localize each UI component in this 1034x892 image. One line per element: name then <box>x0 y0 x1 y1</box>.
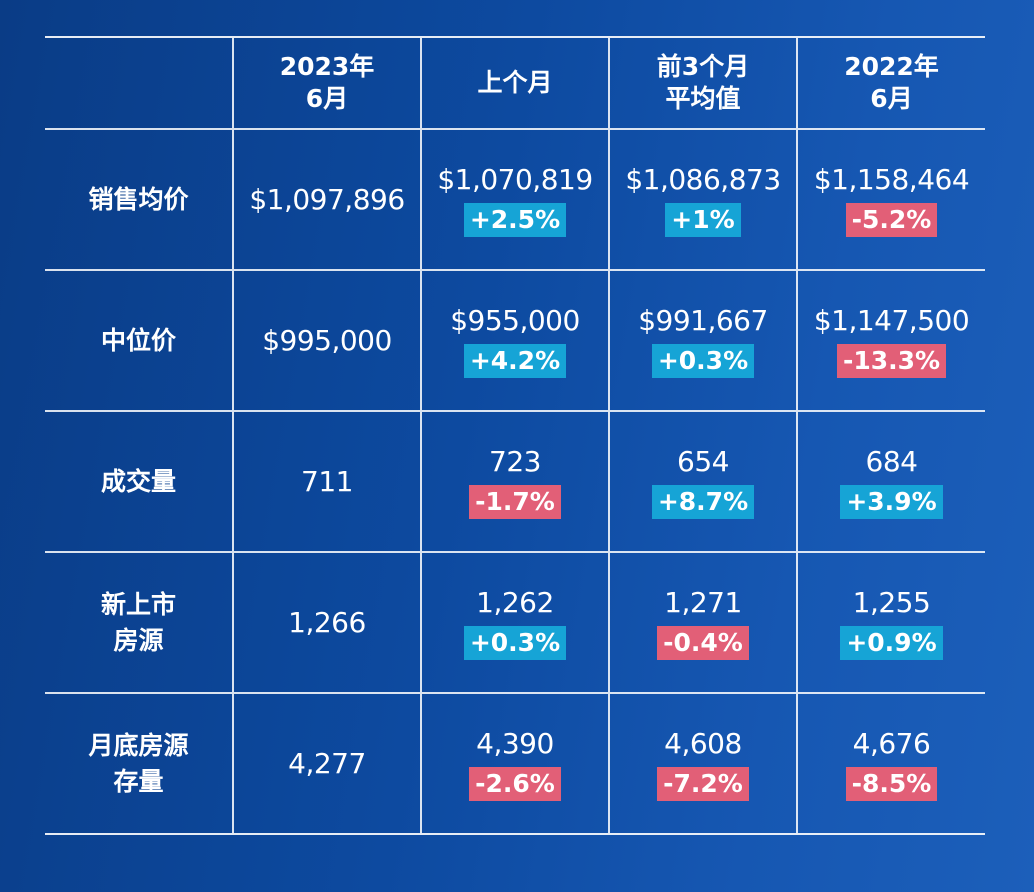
comparison-cell: 4,390 -2.6% <box>420 692 609 835</box>
header-same-month-last-year: 2022年 6月 <box>796 36 985 129</box>
market-stats-table-wrapper: 2023年 6月 上个月 前3个月 平均值 2022年 6月 销售均价 $1,0… <box>45 36 985 835</box>
row-label-cell: 销售均价 <box>45 128 233 270</box>
current-value-cell: $1,097,896 <box>232 128 421 270</box>
comparison-cell: $1,086,873 +1% <box>608 128 797 270</box>
comparison-value: $1,086,873 <box>625 162 781 196</box>
comparison-value: 1,255 <box>852 585 931 619</box>
change-badge: -0.4% <box>657 625 749 660</box>
row-label-cell: 新上市 房源 <box>45 551 233 693</box>
change-badge: +4.2% <box>463 343 567 378</box>
change-badge: -5.2% <box>845 202 938 237</box>
comparison-cell: 684 +3.9% <box>796 410 985 552</box>
table-row: 新上市 房源 1,266 1,262 +0.3% 1,271 -0.4% 1,2… <box>45 551 985 693</box>
comparison-cell: $991,667 +0.3% <box>608 269 797 411</box>
change-badge: -1.7% <box>469 484 561 519</box>
current-value-cell: 711 <box>232 410 421 552</box>
change-badge: +0.3% <box>651 343 755 378</box>
comparison-value: 723 <box>489 444 541 478</box>
change-badge: +8.7% <box>651 484 755 519</box>
row-label: 新上市 房源 <box>100 589 176 655</box>
table-header-row: 2023年 6月 上个月 前3个月 平均值 2022年 6月 <box>45 36 985 129</box>
table-row: 月底房源 存量 4,277 4,390 -2.6% 4,608 -7.2% 4,… <box>45 692 985 835</box>
change-badge: -8.5% <box>845 766 938 801</box>
comparison-value: 4,608 <box>664 726 742 760</box>
current-value: $995,000 <box>262 323 392 357</box>
row-label: 中位价 <box>100 325 176 355</box>
change-badge: +3.9% <box>840 484 943 519</box>
comparison-cell: 1,271 -0.4% <box>608 551 797 693</box>
comparison-cell: 654 +8.7% <box>608 410 797 552</box>
header-last-month-label: 上个月 <box>477 68 553 97</box>
change-badge: -13.3% <box>836 343 947 378</box>
change-badge: -2.6% <box>469 766 561 801</box>
row-label: 月底房源 存量 <box>88 730 189 796</box>
header-same-month-last-year-label: 2022年 6月 <box>844 52 939 113</box>
comparison-value: 654 <box>677 444 729 478</box>
header-corner-cell <box>45 36 233 129</box>
comparison-value: 4,676 <box>852 726 931 760</box>
comparison-cell: 4,608 -7.2% <box>608 692 797 835</box>
current-value: $1,097,896 <box>249 182 405 216</box>
comparison-cell: $1,147,500 -13.3% <box>796 269 985 411</box>
comparison-value: 1,271 <box>664 585 742 619</box>
comparison-cell: 723 -1.7% <box>420 410 609 552</box>
header-three-month-average: 前3个月 平均值 <box>608 36 797 129</box>
header-current-month-label: 2023年 6月 <box>279 52 375 113</box>
table-row: 销售均价 $1,097,896 $1,070,819 +2.5% $1,086,… <box>45 128 985 270</box>
row-label: 成交量 <box>100 466 176 496</box>
current-value: 4,277 <box>288 746 366 780</box>
change-badge: +1% <box>665 202 741 237</box>
current-value-cell: 4,277 <box>232 692 421 835</box>
comparison-value: $1,147,500 <box>813 303 970 337</box>
comparison-value: 1,262 <box>476 585 554 619</box>
current-value: 1,266 <box>288 605 366 639</box>
table-row: 成交量 711 723 -1.7% 654 +8.7% 684 +3.9% <box>45 410 985 552</box>
row-label-cell: 月底房源 存量 <box>45 692 233 835</box>
comparison-cell: 1,262 +0.3% <box>420 551 609 693</box>
comparison-cell: 1,255 +0.9% <box>796 551 985 693</box>
current-value-cell: 1,266 <box>232 551 421 693</box>
comparison-value: $1,070,819 <box>437 162 593 196</box>
row-label-cell: 中位价 <box>45 269 233 411</box>
comparison-value: $955,000 <box>450 303 580 337</box>
market-stats-table: 2023年 6月 上个月 前3个月 平均值 2022年 6月 销售均价 $1,0… <box>45 36 985 835</box>
comparison-cell: $955,000 +4.2% <box>420 269 609 411</box>
change-badge: +0.9% <box>840 625 943 660</box>
comparison-value: 4,390 <box>476 726 554 760</box>
comparison-value: $1,158,464 <box>813 162 970 196</box>
change-badge: -7.2% <box>657 766 749 801</box>
comparison-cell: $1,070,819 +2.5% <box>420 128 609 270</box>
comparison-cell: 4,676 -8.5% <box>796 692 985 835</box>
header-three-month-average-label: 前3个月 平均值 <box>656 52 750 113</box>
header-current-month: 2023年 6月 <box>232 36 421 129</box>
table-row: 中位价 $995,000 $955,000 +4.2% $991,667 +0.… <box>45 269 985 411</box>
comparison-value: $991,667 <box>638 303 768 337</box>
current-value: 711 <box>301 464 353 498</box>
row-label-cell: 成交量 <box>45 410 233 552</box>
change-badge: +0.3% <box>463 625 567 660</box>
comparison-value: 684 <box>865 444 918 478</box>
header-last-month: 上个月 <box>420 36 609 129</box>
current-value-cell: $995,000 <box>232 269 421 411</box>
comparison-cell: $1,158,464 -5.2% <box>796 128 985 270</box>
row-label: 销售均价 <box>88 184 189 214</box>
change-badge: +2.5% <box>463 202 567 237</box>
